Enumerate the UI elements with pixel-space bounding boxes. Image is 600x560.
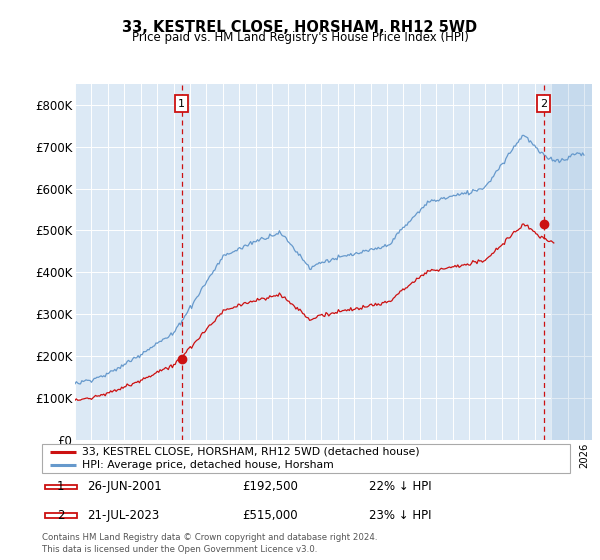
- Text: 26-JUN-2001: 26-JUN-2001: [87, 480, 161, 493]
- Text: 1: 1: [178, 99, 185, 109]
- Text: HPI: Average price, detached house, Horsham: HPI: Average price, detached house, Hors…: [82, 460, 334, 470]
- Text: 22% ↓ HPI: 22% ↓ HPI: [370, 480, 432, 493]
- FancyBboxPatch shape: [42, 444, 570, 473]
- Text: £192,500: £192,500: [242, 480, 299, 493]
- Text: Price paid vs. HM Land Registry's House Price Index (HPI): Price paid vs. HM Land Registry's House …: [131, 31, 469, 44]
- Text: 2: 2: [57, 509, 65, 522]
- Bar: [551, 84, 592, 440]
- Text: 21-JUL-2023: 21-JUL-2023: [87, 509, 159, 522]
- Text: 33, KESTREL CLOSE, HORSHAM, RH12 5WD: 33, KESTREL CLOSE, HORSHAM, RH12 5WD: [122, 20, 478, 35]
- Text: 23% ↓ HPI: 23% ↓ HPI: [370, 509, 432, 522]
- Text: 2: 2: [540, 99, 547, 109]
- Text: This data is licensed under the Open Government Licence v3.0.: This data is licensed under the Open Gov…: [42, 545, 317, 554]
- FancyBboxPatch shape: [44, 513, 77, 518]
- Text: £515,000: £515,000: [242, 509, 298, 522]
- Text: 1: 1: [57, 480, 65, 493]
- Text: Contains HM Land Registry data © Crown copyright and database right 2024.: Contains HM Land Registry data © Crown c…: [42, 533, 377, 542]
- FancyBboxPatch shape: [44, 484, 77, 489]
- Text: 33, KESTREL CLOSE, HORSHAM, RH12 5WD (detached house): 33, KESTREL CLOSE, HORSHAM, RH12 5WD (de…: [82, 447, 419, 457]
